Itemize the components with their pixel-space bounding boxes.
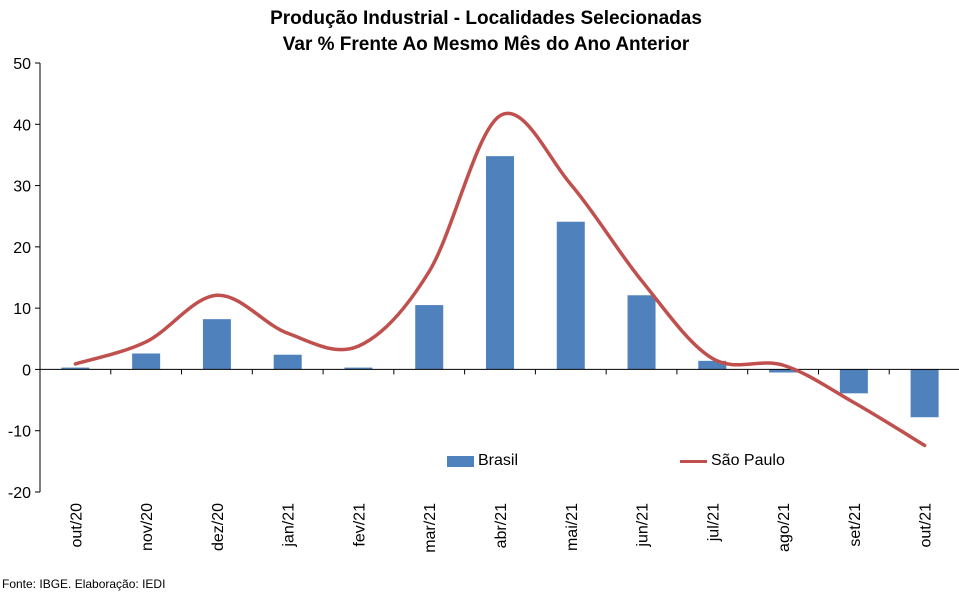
x-tick-label: jun/21 xyxy=(635,503,652,548)
x-tick-label: mai/21 xyxy=(564,503,581,551)
y-tick-label: 40 xyxy=(13,117,31,134)
bar-brasil-ago-21 xyxy=(769,369,798,373)
legend-item-brasil: Brasil xyxy=(447,451,518,471)
chart-title: Produção Industrial - Localidades Seleci… xyxy=(270,8,702,29)
bar-brasil-dez-20 xyxy=(202,319,231,370)
x-tick-label: jan/21 xyxy=(281,503,298,548)
chart-subtitle: Var % Frente Ao Mesmo Mês do Ano Anterio… xyxy=(282,34,690,55)
x-tick-label: out/20 xyxy=(68,503,85,548)
source-note: Fonte: IBGE. Elaboração: IEDI xyxy=(2,577,166,591)
legend-item-sao-paulo: São Paulo xyxy=(680,451,785,471)
y-tick-label: 0 xyxy=(22,362,31,379)
y-tick-label: 50 xyxy=(13,56,31,73)
x-tick-label: jul/21 xyxy=(705,503,722,542)
bar-brasil-out-20 xyxy=(61,367,90,370)
y-tick-label: 30 xyxy=(13,179,31,196)
x-tick-label: abr/21 xyxy=(493,503,510,548)
legend-swatch-sao-paulo xyxy=(680,459,707,463)
bar-brasil-fev-21 xyxy=(344,367,373,370)
bar-brasil-abr-21 xyxy=(486,156,514,370)
bar-brasil-nov-20 xyxy=(132,353,161,370)
y-tick-label: -20 xyxy=(8,485,31,502)
bar-brasil-set-21 xyxy=(839,369,868,394)
line-series-sao-paulo xyxy=(73,111,927,448)
y-tick-label: 20 xyxy=(13,240,31,257)
x-tick-label: nov/20 xyxy=(139,503,156,551)
bar-brasil-mar-21 xyxy=(415,305,444,370)
x-tick-label: ago/21 xyxy=(776,503,793,552)
line-sao-paulo xyxy=(73,111,927,448)
x-tick-label: mar/21 xyxy=(422,503,439,553)
x-tick-label: set/21 xyxy=(847,503,864,547)
bar-brasil-mai-21 xyxy=(556,221,585,370)
y-tick-label: -10 xyxy=(8,424,31,441)
bar-brasil-out-21 xyxy=(910,369,939,418)
x-tick-label: fev/21 xyxy=(351,503,368,547)
x-tick-label: out/21 xyxy=(918,503,935,548)
bar-series-brasil xyxy=(61,156,939,418)
x-tick-label: dez/20 xyxy=(210,503,227,551)
bar-brasil-jun-21 xyxy=(627,295,656,370)
y-tick-label: 10 xyxy=(13,301,31,318)
legend-swatch-brasil xyxy=(447,455,474,467)
chart-title-block: Produção Industrial - Localidades Seleci… xyxy=(0,6,959,58)
legend-label-brasil: Brasil xyxy=(478,452,519,469)
bar-brasil-jul-21 xyxy=(698,360,727,370)
legend-label-sao-paulo: São Paulo xyxy=(711,452,785,469)
bar-brasil-jan-21 xyxy=(273,354,302,370)
chart-axes: -20 -10 0 10 20 30 40 50 out/20 nov/20 dez/20 jan/2… xyxy=(8,56,959,553)
